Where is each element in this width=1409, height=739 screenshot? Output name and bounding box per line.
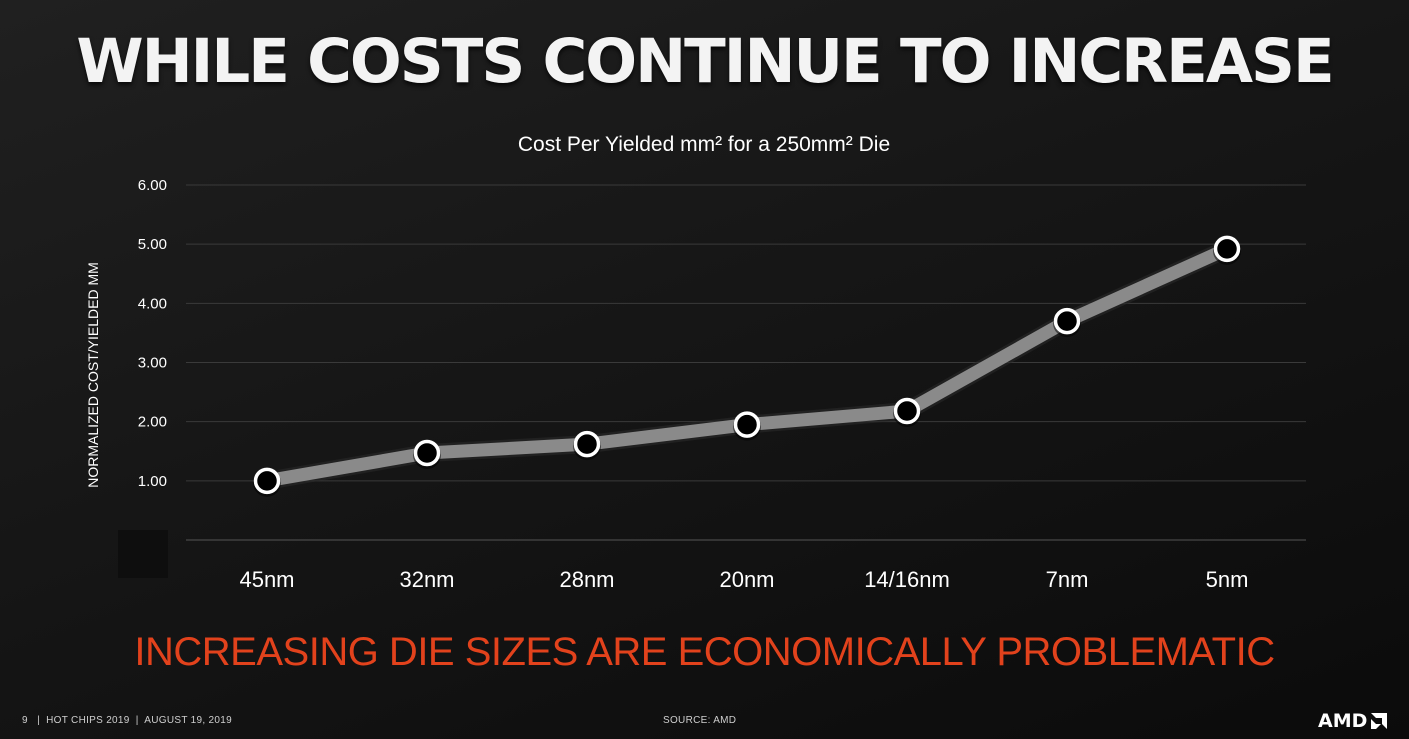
x-tick-label: 7nm: [1046, 567, 1089, 592]
x-tick-label: 28nm: [559, 567, 614, 592]
data-point: [1213, 235, 1241, 263]
data-point: [413, 439, 441, 467]
y-axis-label: NORMALIZED COST/YIELDED MM: [85, 262, 101, 488]
x-tick-label: 45nm: [239, 567, 294, 592]
amd-logo: AMD: [1318, 708, 1389, 734]
axis-corner-block: [118, 530, 168, 578]
series-line: [260, 242, 1234, 488]
chart-title: Cost Per Yielded mm² for a 250mm² Die: [518, 133, 890, 156]
y-tick-label: 6.00: [138, 177, 167, 194]
chart-gridlines: [118, 184, 1306, 578]
x-tick-labels: 45nm 32nm 28nm 20nm 14/16nm 7nm 5nm: [239, 567, 1248, 592]
data-point: [1053, 307, 1081, 335]
data-point: [573, 430, 601, 458]
x-tick-label: 20nm: [719, 567, 774, 592]
chart-markers: [253, 235, 1241, 497]
footer-page-info: 9 | HOT CHIPS 2019 | AUGUST 19, 2019: [22, 715, 232, 726]
amd-arrow-icon: [1371, 713, 1388, 729]
slide-title: WHILE COSTS CONTINUE TO INCREASE: [76, 26, 1334, 97]
y-tick-label: 3.00: [138, 355, 167, 372]
y-tick-label: 2.00: [138, 414, 167, 431]
data-point: [733, 411, 761, 438]
x-tick-label: 5nm: [1206, 567, 1249, 592]
y-tick-label: 5.00: [138, 236, 167, 253]
y-tick-label: 1.00: [138, 473, 167, 490]
x-tick-label: 32nm: [399, 567, 454, 592]
x-tick-label: 14/16nm: [864, 567, 950, 592]
footer-source: SOURCE: AMD: [663, 715, 737, 726]
data-point: [253, 467, 281, 495]
y-tick-label: 4.00: [138, 295, 167, 312]
series-line-shadow: [258, 239, 1236, 490]
y-tick-labels: 6.00 5.00 4.00 3.00 2.00 1.00: [138, 177, 167, 490]
headline-banner: INCREASING DIE SIZES ARE ECONOMICALLY PR…: [134, 630, 1275, 674]
chart-series: [258, 239, 1236, 490]
data-point: [893, 397, 921, 425]
amd-logo-text: AMD: [1318, 710, 1368, 732]
